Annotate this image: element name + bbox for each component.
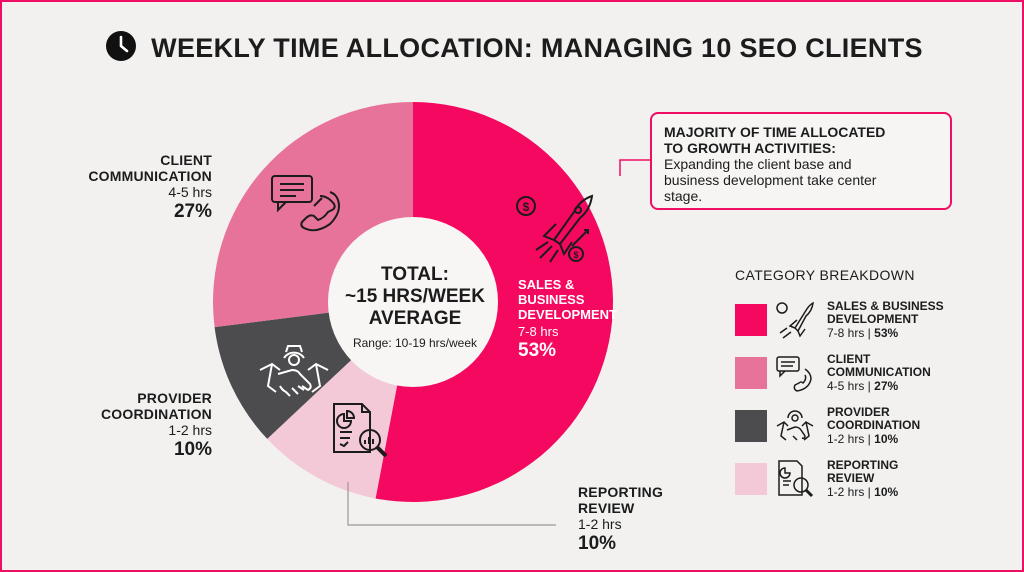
legend-swatch [735, 410, 767, 442]
legend-swatch [735, 357, 767, 389]
provider-label-line2: COORDINATION [100, 406, 212, 422]
donut-center-label: TOTAL: ~15 HRS/WEEK AVERAGE Range: 10-19… [340, 264, 490, 350]
legend-text: CLIENT COMMUNICATION 4-5 hrs | 27% [827, 353, 931, 393]
legend-hours: 1-2 hrs | [827, 432, 871, 446]
callout-heading-1: MAJORITY OF TIME ALLOCATED [664, 124, 886, 140]
reporting-label-line1: REPORTING [578, 484, 664, 500]
legend-name-1: SALES & BUSINESS [827, 299, 944, 313]
legend-item-provider: PROVIDER COORDINATION 1-2 hrs | 10% [735, 406, 995, 459]
legend-percent: 10% [874, 485, 899, 499]
legend-percent: 10% [874, 432, 899, 446]
callout-body-2: business development take center [664, 172, 877, 188]
legend-hours: 4-5 hrs | [827, 379, 871, 393]
legend-swatch [735, 463, 767, 495]
legend-heading: CATEGORY BREAKDOWN [735, 267, 915, 283]
client-label-line1: CLIENT [160, 152, 212, 168]
client-label-line2: COMMUNICATION [88, 168, 212, 184]
legend-name-1: PROVIDER [827, 405, 890, 419]
title-text: WEEKLY TIME ALLOCATION: MANAGING 10 SEO … [151, 33, 923, 63]
chat-phone-icon [776, 356, 812, 392]
handshake-gear-icon [259, 345, 329, 397]
sales-percent: 53% [518, 340, 557, 361]
legend-text: SALES & BUSINESS DEVELOPMENT 7-8 hrs | 5… [827, 300, 944, 340]
handshake-gear-icon [776, 410, 814, 441]
provider-percent: 10% [173, 439, 212, 460]
report-magnifier-icon [778, 460, 814, 498]
legend-hours: 7-8 hrs | [827, 326, 871, 340]
client-hours: 4-5 hrs [168, 184, 212, 200]
legend-swatch [735, 304, 767, 336]
page-title: WEEKLY TIME ALLOCATION: MANAGING 10 SEO … [2, 30, 1022, 64]
insight-callout: MAJORITY OF TIME ALLOCATED TO GROWTH ACT… [650, 112, 952, 210]
reporting-hours: 1-2 hrs [578, 516, 622, 532]
callout-body-3: stage. [664, 188, 703, 204]
legend-name-1: REPORTING [827, 458, 899, 472]
legend-item-client: CLIENT COMMUNICATION 4-5 hrs | 27% [735, 353, 995, 406]
chat-phone-icon [271, 175, 340, 232]
legend-name-2: REVIEW [827, 471, 875, 485]
svg-text:$: $ [523, 200, 530, 214]
client-slice-label: CLIENT COMMUNICATION 4-5 hrs 27% [42, 152, 212, 224]
provider-label-line1: PROVIDER [137, 390, 212, 406]
rocket-icon [776, 301, 814, 339]
reporting-percent: 10% [578, 533, 617, 554]
reporting-leader-line [347, 482, 556, 526]
clock-icon [106, 31, 137, 61]
legend-percent: 53% [874, 326, 899, 340]
legend: CATEGORY BREAKDOWN SALES & BUSINESS DEVE… [735, 267, 995, 512]
report-magnifier-icon [333, 403, 388, 458]
sales-label-line3: DEVELOPMENT [518, 307, 617, 322]
center-range: Range: 10-19 hrs/week [352, 336, 478, 350]
legend-percent: 27% [874, 379, 899, 393]
legend-hours: 1-2 hrs | [827, 485, 871, 499]
reporting-slice-label: REPORTING REVIEW 1-2 hrs 10% [578, 484, 728, 556]
legend-name-1: CLIENT [827, 352, 871, 366]
sales-hours: 7-8 hrs [518, 324, 559, 339]
callout-body-1: Expanding the client base and [664, 156, 852, 172]
sales-label-line1: SALES & [518, 277, 575, 292]
svg-text:$: $ [573, 250, 578, 260]
rocket-icon: $ $ [516, 194, 594, 263]
legend-name-2: COMMUNICATION [827, 365, 931, 379]
callout-heading-2: TO GROWTH ACTIVITIES: [664, 140, 836, 156]
center-line-1: TOTAL: [381, 264, 449, 285]
center-line-3: AVERAGE [368, 308, 462, 329]
legend-name-2: COORDINATION [827, 418, 921, 432]
sales-slice-label: SALES & BUSINESS DEVELOPMENT 7-8 hrs 53% [518, 277, 617, 363]
center-line-2: ~15 HRS/WEEK [345, 286, 485, 307]
sales-label-line2: BUSINESS [518, 292, 585, 307]
provider-hours: 1-2 hrs [168, 422, 212, 438]
legend-name-2: DEVELOPMENT [827, 312, 919, 326]
callout-leader-line [619, 159, 650, 176]
provider-slice-label: PROVIDER COORDINATION 1-2 hrs 10% [42, 390, 212, 462]
legend-text: PROVIDER COORDINATION 1-2 hrs | 10% [827, 406, 920, 446]
legend-item-sales: SALES & BUSINESS DEVELOPMENT 7-8 hrs | 5… [735, 300, 995, 353]
reporting-label-line2: REVIEW [578, 500, 635, 516]
donut-hole [328, 217, 498, 387]
client-percent: 27% [173, 201, 212, 222]
legend-item-reporting: REPORTING REVIEW 1-2 hrs | 10% [735, 459, 995, 512]
legend-text: REPORTING REVIEW 1-2 hrs | 10% [827, 459, 898, 499]
